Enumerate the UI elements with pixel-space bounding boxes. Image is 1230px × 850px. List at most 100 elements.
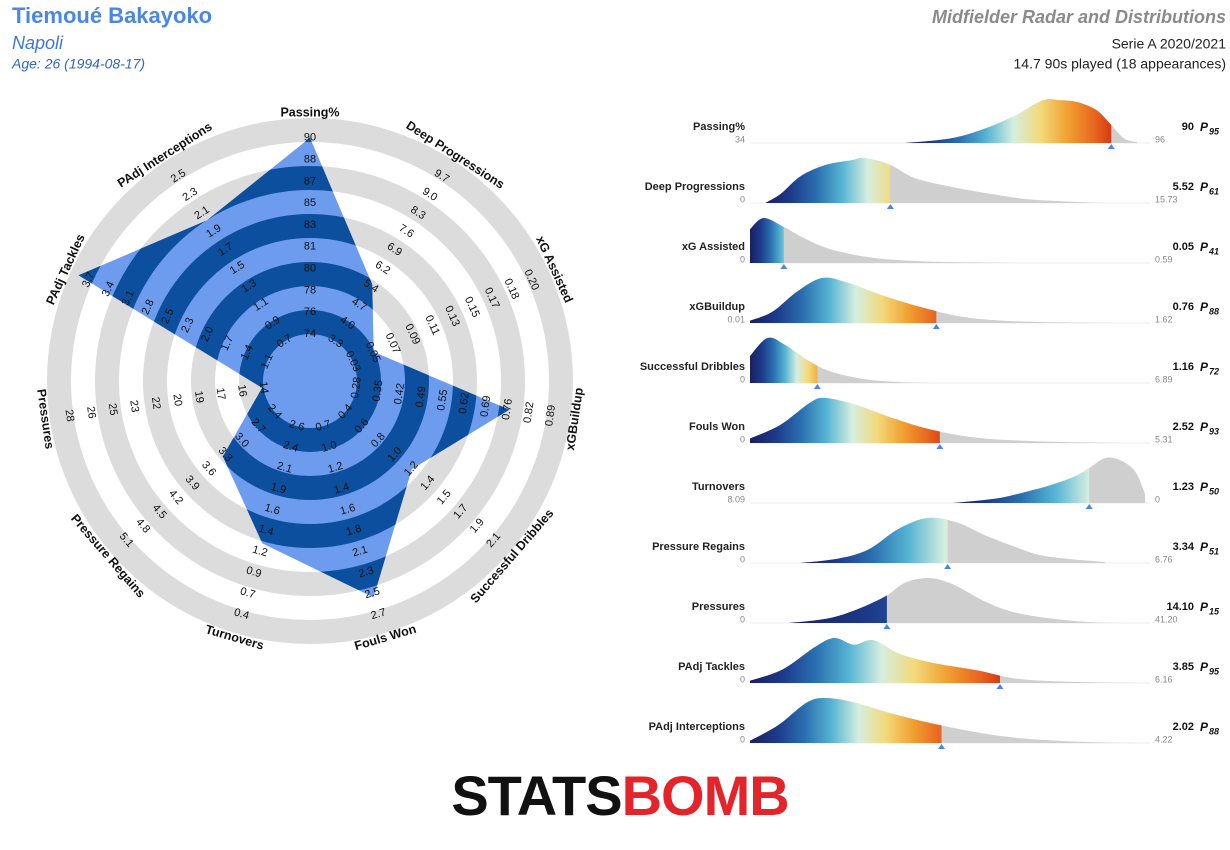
radar-tick-label: 81 [304, 241, 316, 253]
radar-tick-label: 2.1 [275, 460, 293, 476]
radar: 74767880818385878890Passing%3.34.04.75.4… [34, 105, 586, 653]
distribution-filled [750, 637, 1000, 683]
metric-name: Pressures [692, 601, 745, 613]
percentile-p: P [1200, 540, 1209, 554]
ring [47, 118, 573, 644]
metric-name: Fouls Won [689, 421, 745, 433]
value-marker [883, 624, 891, 629]
value-marker [944, 564, 952, 569]
min-label: 0 [740, 614, 745, 624]
radar-tick-label: 23 [127, 399, 141, 413]
radar-tick-label: 0.7 [239, 585, 257, 601]
radar-tick-label: 2.3 [357, 565, 375, 581]
distribution-filled [765, 157, 891, 203]
min-label: 0 [740, 194, 745, 204]
metric-name: Successful Dribbles [640, 361, 745, 373]
min-label: 0 [740, 254, 745, 264]
logo-part: BOMB [622, 764, 789, 827]
center [288, 359, 332, 403]
metric-value: 0.76 [1173, 301, 1194, 313]
logo: STATSBOMB [451, 764, 788, 827]
max-label: 0 [1155, 494, 1160, 504]
radar-tick-label: 19 [192, 390, 206, 404]
radar-tick-label: 2.7 [369, 606, 387, 622]
competition: Serie A 2020/2021 [1112, 36, 1227, 52]
percentile: 88 [1209, 726, 1219, 736]
radar-tick-label: 2.4 [282, 439, 300, 455]
min-label: 0 [740, 434, 745, 444]
radar-tick-label: 80 [304, 263, 316, 275]
distribution-filled [788, 595, 887, 623]
metric-value: 90 [1182, 121, 1194, 133]
radar-tick-label: 0.82 [522, 401, 537, 424]
radar-tick-label: 83 [304, 219, 316, 231]
value-marker [886, 204, 894, 209]
radar-tick-label: 2.8 [140, 298, 157, 317]
metric-name: xG Assisted [682, 241, 745, 253]
radar-tick-label: 2.5 [363, 585, 381, 601]
radar-tick-label: 0.9 [245, 565, 263, 581]
radar-tick-label: 88 [304, 154, 316, 166]
distribution-filled [750, 277, 937, 323]
metric-value: 2.02 [1173, 721, 1194, 733]
value-marker [813, 384, 821, 389]
percentile: 93 [1209, 426, 1219, 436]
radar-tick-label: 1.6 [263, 502, 281, 518]
radar-tick-label: 14 [257, 381, 271, 395]
radar-tick-label: 0.69 [478, 395, 493, 418]
distribution-filled [750, 217, 784, 263]
percentile: 61 [1209, 186, 1219, 196]
max-label: 4.22 [1155, 734, 1173, 744]
radar-tick-label: 1.2 [326, 460, 344, 476]
max-label: 0.59 [1155, 254, 1173, 264]
metric-value: 3.34 [1173, 541, 1195, 553]
radar-tick-label: 0.15 [462, 295, 482, 319]
distribution [800, 517, 1106, 563]
percentile-p: P [1200, 420, 1209, 434]
percentile-p: P [1200, 240, 1209, 254]
max-label: 6.16 [1155, 674, 1173, 684]
radar-tick-label: 0.4 [232, 606, 250, 622]
distribution [750, 217, 1022, 263]
radar-tick-label: 0.42 [392, 382, 407, 405]
metric-value: 14.10 [1166, 601, 1194, 613]
radar-tick-label: 1.7 [219, 334, 236, 353]
percentile-p: P [1200, 480, 1209, 494]
radar-tick-label: 7.6 [396, 222, 415, 240]
min-label: 0 [740, 734, 745, 744]
radar-tick-label: 0.28 [349, 376, 364, 399]
radar-tick-label: 76 [304, 306, 316, 318]
percentile-p: P [1200, 600, 1209, 614]
value-marker [996, 684, 1004, 689]
radar-tick-label: 3.1 [120, 289, 137, 308]
max-label: 5.31 [1155, 434, 1173, 444]
percentile: 15 [1209, 606, 1220, 616]
percentile: 72 [1209, 366, 1219, 376]
value-marker [1085, 504, 1093, 509]
min-label: 0 [740, 554, 745, 564]
radar-tick-label: 0.89 [543, 404, 558, 427]
percentile-p: P [1200, 300, 1209, 314]
radar-tick-label: 87 [304, 175, 316, 187]
distribution-filled [800, 517, 948, 563]
metric-name: PAdj Interceptions [649, 721, 745, 733]
radar-tick-label: 28 [63, 409, 77, 423]
radar-tick-label: 1.9 [269, 481, 287, 497]
radar-tick-label: 2.0 [199, 325, 216, 344]
distribution [952, 457, 1146, 503]
percentile-p: P [1200, 180, 1209, 194]
max-label: 15.73 [1155, 194, 1178, 204]
radar-tick-label: 74 [304, 328, 316, 340]
max-label: 96 [1155, 134, 1165, 144]
radar-tick-label: 26 [84, 406, 98, 420]
radar-tick-label: 0.49 [414, 386, 429, 409]
min-label: 34 [735, 134, 745, 144]
metric-name: Turnovers [692, 481, 745, 493]
